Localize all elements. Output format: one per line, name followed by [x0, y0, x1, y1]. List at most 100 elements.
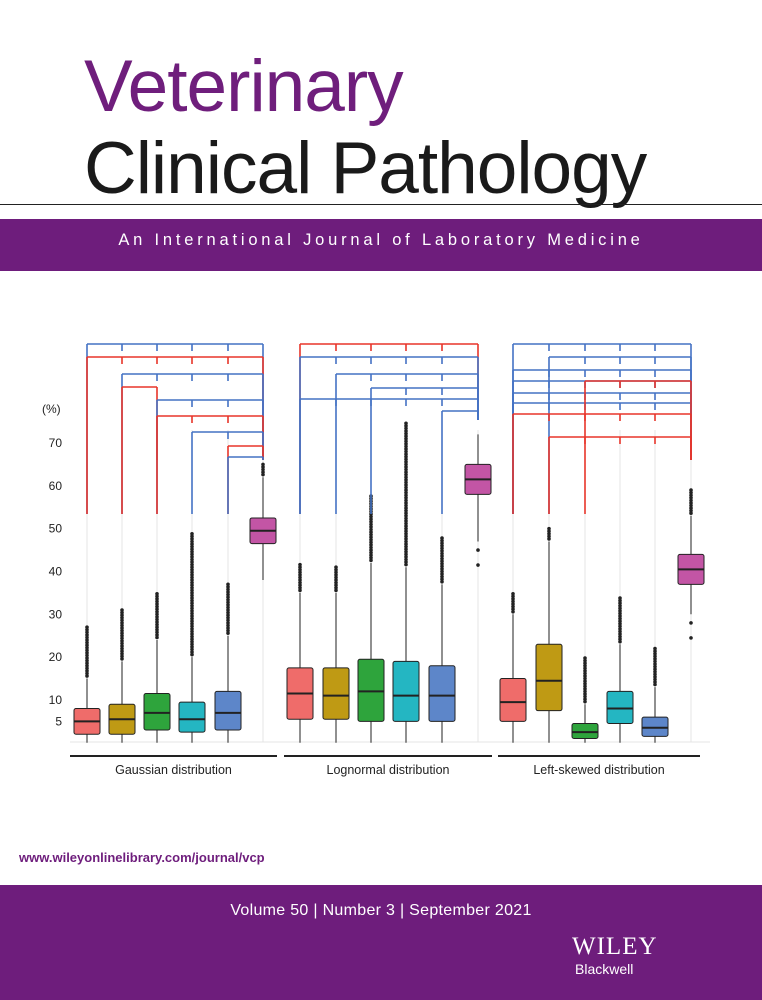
outlier-point [653, 664, 657, 669]
outlier-point [334, 567, 338, 572]
outlier-point [404, 516, 408, 521]
y-tick-label: 60 [49, 479, 63, 493]
outlier-point [404, 534, 408, 539]
outlier-point [653, 649, 657, 653]
outlier-point [155, 625, 159, 629]
journal-url[interactable]: www.wileyonlinelibrary.com/journal/vcp [19, 850, 265, 865]
outlier-point [369, 555, 373, 560]
outlier-point [190, 645, 194, 649]
outlier-point [653, 651, 657, 656]
outlier-point [155, 622, 159, 627]
outlier-point [298, 583, 302, 587]
box-body [322, 667, 350, 720]
outlier-point [155, 591, 159, 596]
outlier-point [120, 633, 124, 638]
journal-title-line2: Clinical Pathology [84, 128, 647, 209]
outlier-point [85, 663, 89, 668]
outlier-point [85, 658, 89, 663]
outlier-point [653, 680, 657, 684]
outlier-point [369, 540, 373, 545]
outlier-point [404, 529, 408, 534]
outlier-point [404, 511, 408, 516]
outlier-point [440, 569, 444, 574]
outlier-point [190, 652, 194, 657]
outlier-point [583, 661, 587, 665]
outlier-point [85, 645, 89, 650]
outlier-point [689, 498, 693, 503]
outlier-point [369, 517, 373, 522]
outlier-point [404, 431, 408, 436]
outlier-point [190, 639, 194, 644]
outlier-point [653, 677, 657, 682]
outlier-point [618, 629, 622, 634]
outlier-point [583, 658, 587, 663]
outlier-point [404, 436, 408, 441]
outlier-point [190, 606, 194, 611]
outlier-point [689, 501, 693, 505]
outlier-point [618, 624, 622, 629]
box-body [428, 665, 456, 722]
outlier-point [618, 611, 622, 616]
outlier-point [120, 636, 124, 641]
outlier-point [85, 671, 89, 676]
outlier-point [369, 535, 373, 540]
outlier-point [653, 662, 657, 666]
outlier-point [85, 669, 89, 673]
outlier-point [190, 560, 194, 564]
box-body [571, 723, 599, 740]
outlier-point [369, 550, 373, 555]
outlier-point [190, 588, 194, 593]
outlier-point [226, 623, 230, 628]
outlier-point [404, 447, 408, 451]
outlier-point [298, 578, 302, 582]
outlier-point [547, 529, 551, 534]
outlier-point [404, 555, 408, 559]
outlier-point [120, 623, 124, 628]
outlier-point [618, 634, 622, 639]
outlier-point [190, 557, 194, 562]
outlier-point [440, 546, 444, 551]
outlier-point [85, 635, 89, 640]
outlier-point [190, 593, 194, 598]
outlier-point [155, 599, 159, 604]
outlier-point [653, 657, 657, 661]
outlier-point [547, 526, 551, 531]
outlier-point [190, 619, 194, 623]
outlier-point [369, 543, 373, 547]
outlier-point [511, 604, 515, 609]
outlier-point [583, 676, 587, 681]
outlier-point [404, 493, 408, 498]
outlier-point [404, 421, 408, 426]
outlier-point [440, 556, 444, 561]
outlier-point [404, 557, 408, 562]
outlier-point [190, 575, 194, 580]
outlier-point [369, 525, 373, 529]
outlier-point [369, 537, 373, 542]
outlier-point [511, 607, 515, 611]
outlier-point [261, 467, 265, 472]
outlier-point [369, 558, 373, 563]
outlier-point [190, 627, 194, 631]
outlier-point [689, 503, 693, 508]
outlier-point [440, 538, 444, 543]
outlier-point [120, 626, 124, 630]
outlier-point [404, 470, 408, 474]
outlier-point [404, 526, 408, 531]
outlier-point [511, 602, 515, 606]
outlier-point [440, 541, 444, 546]
publisher-logo: WILEY Blackwell [572, 933, 672, 977]
outlier-point [369, 553, 373, 558]
outlier-point [226, 610, 230, 615]
outlier-point [155, 612, 159, 617]
outlier-point [653, 667, 657, 671]
footer-band [0, 885, 762, 1000]
outlier-point [120, 639, 124, 643]
outlier-point [155, 604, 159, 609]
outlier-point [369, 512, 373, 516]
outlier-point [120, 608, 124, 612]
outlier-point [404, 475, 408, 480]
outlier-point [85, 633, 89, 637]
issue-info: Volume 50 | Number 3 | September 2021 [230, 902, 532, 919]
outlier-point [404, 429, 408, 433]
outlier-point [85, 630, 89, 635]
